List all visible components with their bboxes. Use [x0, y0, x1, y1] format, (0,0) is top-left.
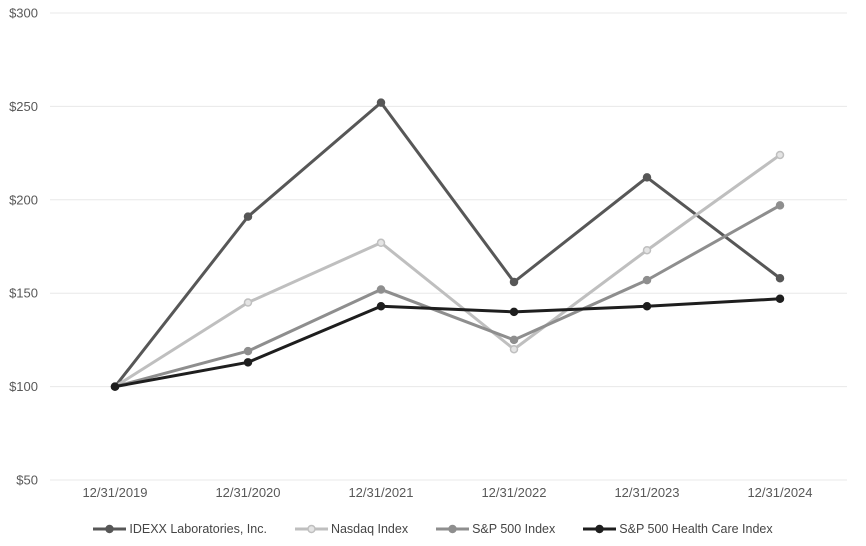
legend-item-nasdaq-index: Nasdaq Index [294, 522, 409, 536]
y-tick-label: $100 [9, 379, 38, 394]
chart-legend: IDEXX Laboratories, Inc. Nasdaq Index S&P … [0, 518, 866, 540]
data-point-s-p-500-health-care-index [775, 294, 785, 304]
data-point-idexx-laboratories-inc [775, 274, 785, 283]
legend-swatch-s-p-500-health-care-index [583, 524, 617, 534]
series-line-s-p-500-index [113, 203, 782, 389]
data-point-nasdaq-index [376, 238, 386, 248]
data-point-s-p-500-health-care-index [509, 307, 519, 317]
legend-item-s-p-500-index: S&P 500 Index [436, 522, 555, 536]
legend-marker-icon [307, 524, 316, 534]
y-tick-label: $200 [9, 192, 38, 207]
series-line-nasdaq-index [113, 153, 782, 389]
data-point-idexx-laboratories-inc [509, 277, 519, 287]
legend-swatch-idexx-laboratories-inc [93, 524, 127, 534]
legend-label-nasdaq-index: Nasdaq Index [330, 522, 409, 536]
x-tick-label: 12/31/2021 [348, 485, 413, 500]
legend-label-idexx-laboratories-inc: IDEXX Laboratories, Inc. [129, 522, 267, 536]
data-point-idexx-laboratories-inc [243, 212, 253, 221]
x-tick-label: 12/31/2023 [614, 485, 679, 500]
data-point-s-p-500-index [509, 335, 519, 345]
legend-label-s-p-500-index: S&P 500 Index [472, 522, 556, 536]
data-point-nasdaq-index [775, 150, 785, 160]
x-tick-label: 12/31/2022 [481, 485, 546, 500]
data-point-idexx-laboratories-inc [376, 98, 386, 107]
legend-label-s-p-500-health-care-index: S&P 500 Health Care Index [619, 522, 773, 536]
data-point-idexx-laboratories-inc [642, 173, 652, 182]
y-tick-label: $300 [9, 6, 38, 21]
data-point-s-p-500-health-care-index [642, 302, 652, 311]
series-line-s-p-500-health-care-index [113, 297, 782, 389]
legend-marker-icon [105, 524, 115, 534]
x-tick-label: 12/31/2019 [82, 485, 147, 500]
data-point-nasdaq-index [243, 298, 253, 307]
y-tick-label: $50 [16, 473, 38, 488]
legend-swatch-nasdaq-index [294, 524, 328, 534]
legend-swatch-s-p-500-index [436, 524, 470, 534]
data-point-s-p-500-index [642, 275, 652, 285]
x-tick-label: 12/31/2020 [215, 485, 280, 500]
data-point-nasdaq-index [509, 344, 519, 354]
x-tick-label: 12/31/2024 [747, 485, 812, 500]
data-point-nasdaq-index [642, 245, 652, 255]
data-point-s-p-500-index [775, 201, 785, 210]
series-line-idexx-laboratories-inc [113, 101, 782, 389]
legend-marker-icon [448, 524, 457, 534]
data-point-s-p-500-index [376, 285, 386, 294]
y-tick-label: $150 [9, 286, 38, 301]
legend-item-s-p-500-health-care-index: S&P 500 Health Care Index [583, 522, 773, 536]
legend-item-idexx-laboratories-inc: IDEXX Laboratories, Inc. [93, 522, 267, 536]
legend-marker-icon [595, 524, 605, 534]
data-point-s-p-500-index [243, 346, 253, 356]
y-tick-label: $250 [9, 99, 38, 114]
data-point-s-p-500-health-care-index [376, 302, 386, 311]
data-point-s-p-500-health-care-index [243, 358, 253, 367]
data-point-s-p-500-health-care-index [110, 382, 120, 391]
